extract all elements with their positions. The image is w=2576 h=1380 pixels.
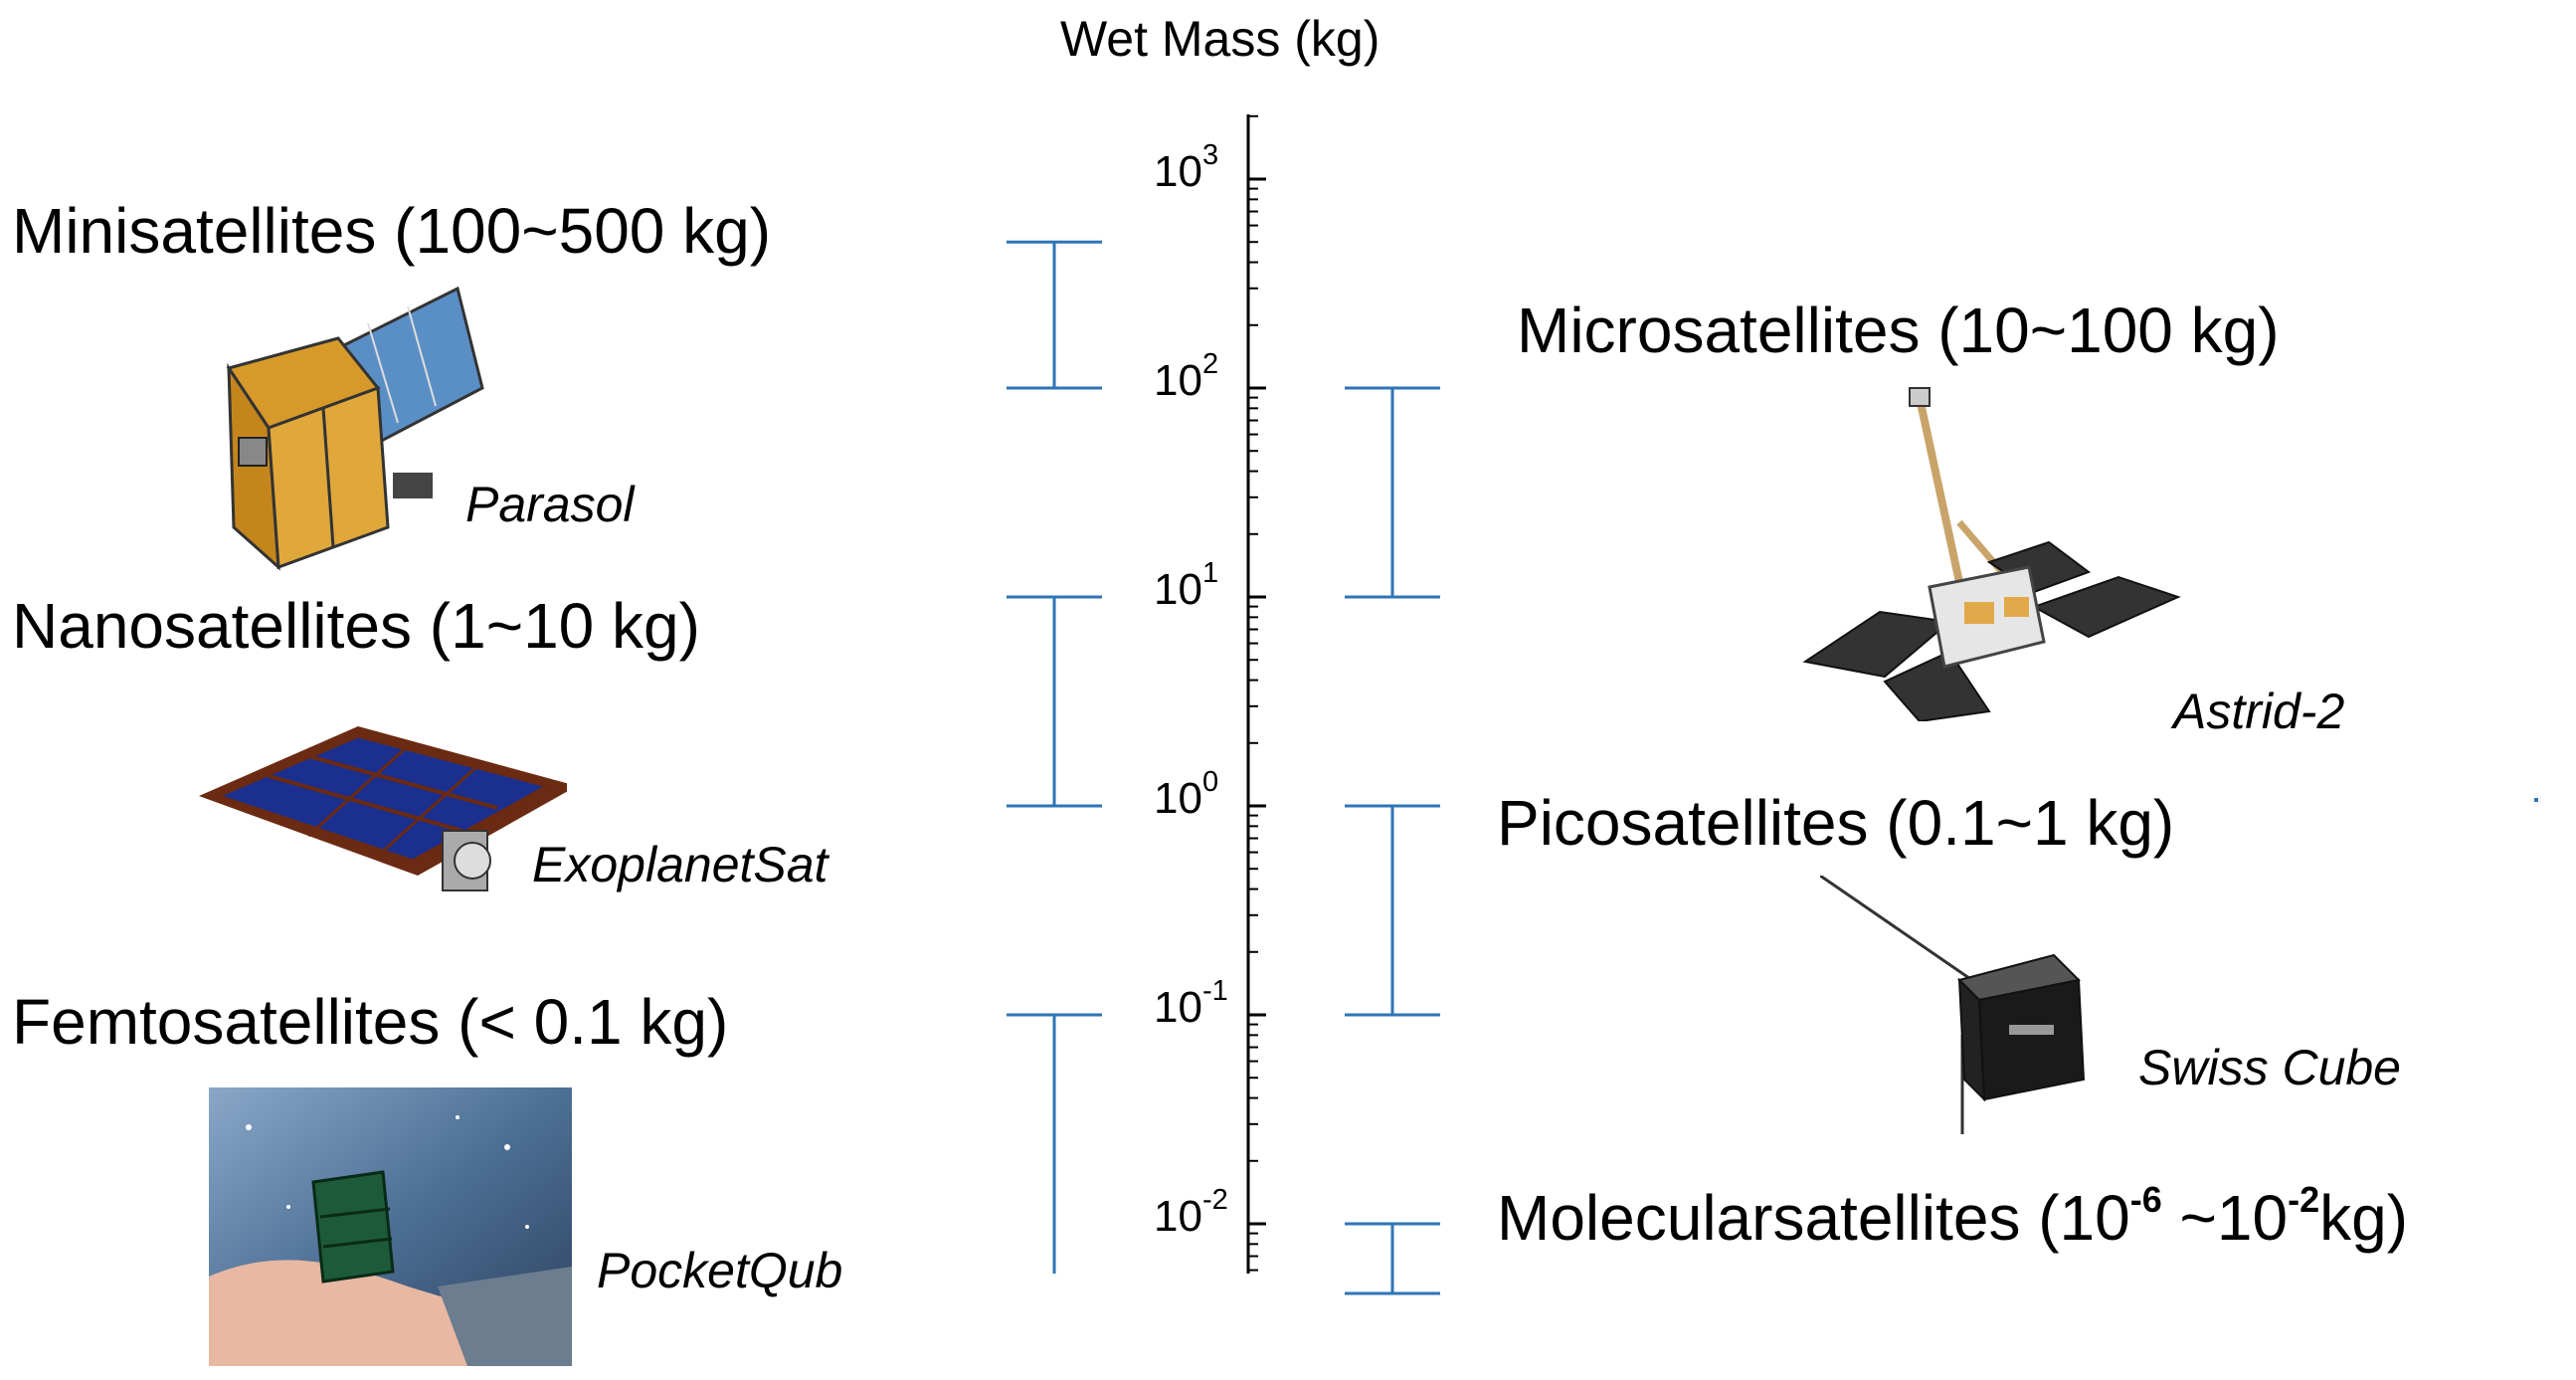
example-parasol: Parasol <box>465 477 635 532</box>
range-bar-nano <box>1007 595 1102 808</box>
range-bar-micro <box>1345 386 1440 599</box>
range-bars <box>1007 240 1440 1295</box>
exoplanetsat-icon <box>199 726 567 891</box>
tick-label: 101 <box>1154 557 1218 615</box>
category-femtosatellites: Femtosatellites (< 0.1 kg) <box>12 986 729 1058</box>
range-bar-molecular <box>1345 1222 1440 1295</box>
tick-exponent: -2 <box>1201 1184 1228 1216</box>
tick-exponent: 0 <box>1201 766 1219 798</box>
parasol-icon <box>226 286 484 571</box>
tick-label: 10-2 <box>1154 1184 1228 1242</box>
tick-label: 100 <box>1154 766 1218 824</box>
category-picosatellites: Picosatellites (0.1~1 kg) <box>1497 787 2175 859</box>
molecular-exp2: -2 <box>2288 1179 2320 1220</box>
swisscube-icon <box>1820 876 2086 1134</box>
astrid2-icon <box>1802 387 2181 721</box>
category-microsatellites: Microsatellites (10~100 kg) <box>1517 295 2280 366</box>
range-bar-femto <box>1007 1013 1102 1274</box>
tick-base: 10 <box>1154 356 1202 405</box>
tick-base: 10 <box>1154 983 1202 1032</box>
molecular-suffix: kg) <box>2319 1182 2408 1254</box>
example-astrid2: Astrid-2 <box>2173 684 2345 739</box>
molecular-mid: ~10 <box>2161 1182 2289 1254</box>
range-bar-mini <box>1007 240 1102 390</box>
molecular-prefix: Molecularsatellites (10 <box>1497 1182 2130 1254</box>
tick-label: 10-1 <box>1154 975 1228 1033</box>
molecular-exp1: -6 <box>2129 1179 2162 1220</box>
tick-base: 10 <box>1154 774 1202 823</box>
tick-label: 103 <box>1154 139 1218 197</box>
category-nanosatellites: Nanosatellites (1~10 kg) <box>12 590 700 662</box>
example-pocketqub: PocketQub <box>597 1243 843 1298</box>
tick-label: 102 <box>1154 348 1218 406</box>
range-bar-pico <box>1345 804 1440 1017</box>
log-axis <box>1246 114 1266 1274</box>
category-minisatellites: Minisatellites (100~500 kg) <box>12 195 772 267</box>
stray-mark <box>2534 798 2538 802</box>
tick-exponent: 3 <box>1201 139 1219 171</box>
tick-exponent: -1 <box>1201 975 1228 1007</box>
axis-title: Wet Mass (kg) <box>1060 11 1380 67</box>
example-exoplanetsat: ExoplanetSat <box>532 837 828 892</box>
tick-base: 10 <box>1154 147 1202 196</box>
tick-exponent: 2 <box>1201 348 1219 380</box>
pocketqub-icon <box>209 1087 572 1366</box>
tick-exponent: 1 <box>1201 557 1219 589</box>
example-swisscube: Swiss Cube <box>2138 1040 2401 1095</box>
tick-base: 10 <box>1154 1192 1202 1241</box>
category-molecularsatellites: Molecularsatellites (10-6 ~10-2kg) <box>1497 1179 2408 1255</box>
tick-base: 10 <box>1154 565 1202 614</box>
